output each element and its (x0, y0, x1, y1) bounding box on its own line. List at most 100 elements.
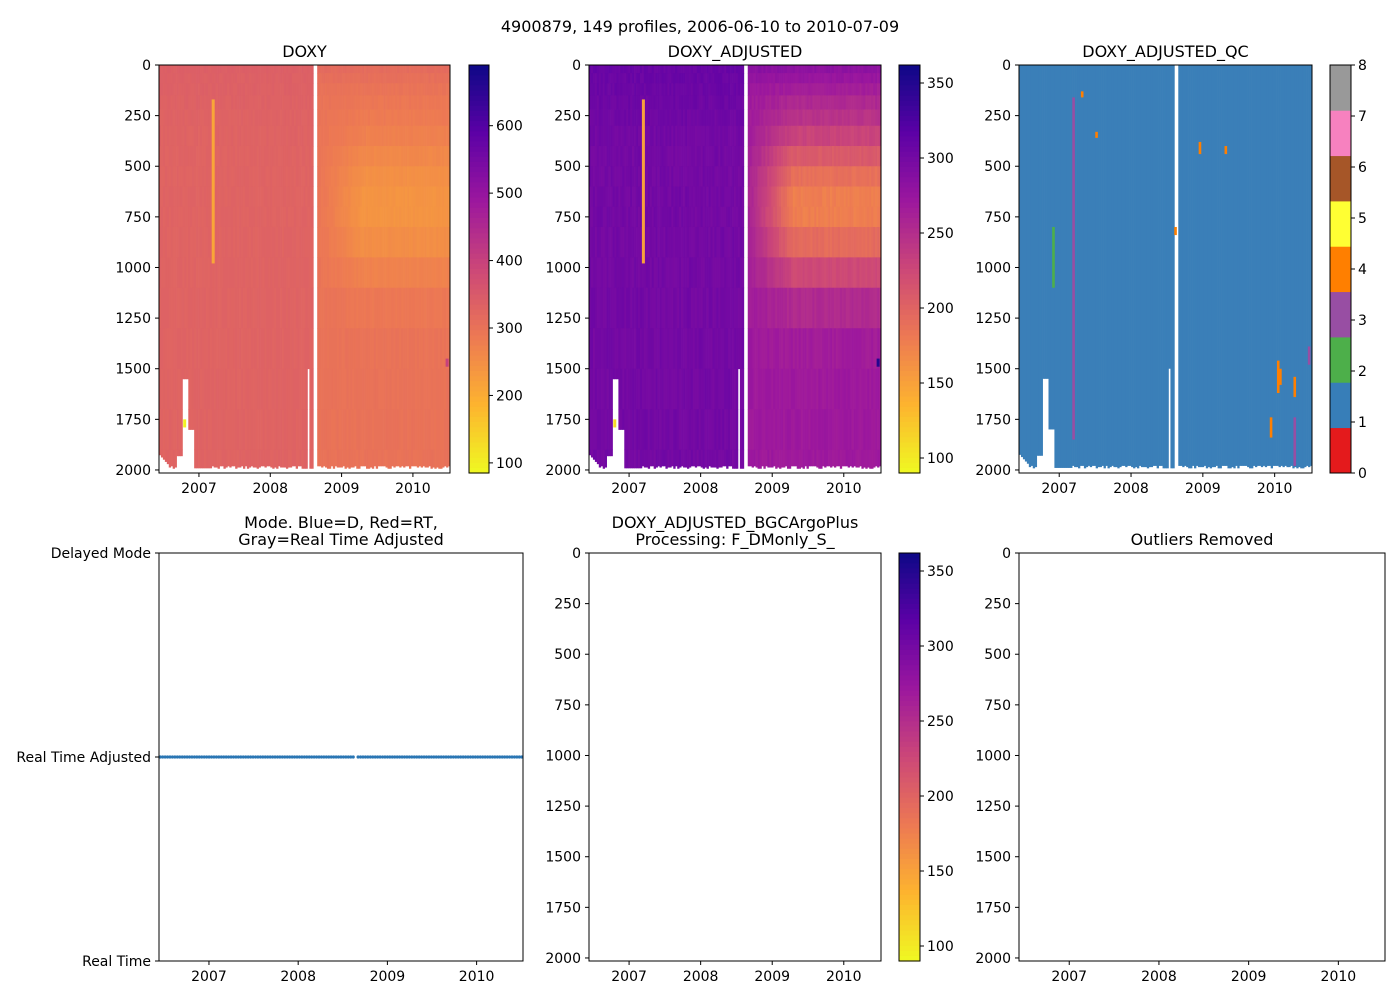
panel-1-profile-cell (614, 145, 617, 167)
panel-1-profile-cell (612, 145, 615, 167)
panel-0-colorbar-segment (469, 207, 489, 214)
panel-1-profile-cell (735, 287, 739, 329)
panel-0-profile-cell (424, 145, 427, 167)
panel-0-profile-cell (362, 125, 365, 147)
panel-0-profile-cell (178, 409, 181, 451)
panel-0-profile-cell (336, 109, 340, 127)
panel-1-profile-cell (598, 186, 602, 208)
panel-0-profile-cell (448, 73, 451, 84)
panel-1-profile-cell (843, 206, 847, 228)
panel-0-profile-cell (235, 125, 238, 147)
panel-0-profile-cell (184, 328, 187, 370)
panel-0-profile-cell (227, 145, 230, 167)
panel-0-profile-cell (287, 368, 291, 410)
panel-0-xtick-label: 2007 (181, 481, 217, 497)
panel-0-profile-cell (387, 73, 390, 84)
panel-1-profile-cell (610, 186, 613, 208)
panel-0-title: DOXY (282, 42, 327, 61)
panel-0-profile-cell (194, 145, 197, 167)
panel-0-profile-cell (301, 226, 304, 258)
panel-0-profile-cell (178, 328, 181, 370)
panel-1-profile-cell (600, 226, 604, 258)
panel-1-profile-cell (798, 409, 802, 451)
panel-0-profile-cell (381, 125, 384, 147)
panel-0-profile-cell (360, 287, 363, 329)
panel-1-profile-cell (669, 73, 672, 84)
panel-0-profile-cell (180, 409, 183, 451)
panel-1-profile-cell (700, 368, 704, 410)
panel-0-profile-cell (360, 186, 363, 208)
panel-0-outlier-mark (183, 419, 187, 428)
panel-0-profile-cell (207, 109, 211, 127)
panel-0-profile-cell (383, 186, 386, 208)
panel-0-profile-cell (219, 166, 222, 187)
panel-0-profile-cell (254, 73, 258, 84)
panel-1-profile-cell (639, 83, 643, 96)
panel-0-profile-cell (283, 257, 287, 289)
panel-0-profile-cell (203, 145, 207, 167)
panel-1-profile-cell (589, 226, 592, 258)
panel-1-profile-cell (755, 287, 758, 329)
panel-0-profile-cell (446, 109, 449, 127)
panel-0-profile-cell (231, 109, 234, 127)
panel-1-profile-cell (590, 449, 594, 458)
panel-1-profile-cell (616, 95, 619, 110)
panel-1-profile-cell (822, 73, 825, 84)
panel-1-profile-cell (830, 95, 833, 110)
panel-1-profile-cell (651, 257, 655, 289)
panel-1-profile-cell (832, 166, 835, 187)
panel-1-profile-cell (839, 125, 843, 147)
panel-0-profile-cell (242, 409, 246, 451)
panel-1-profile-cell (600, 328, 604, 370)
panel-0-profile-cell (256, 65, 259, 74)
panel-0-profile-cell (266, 109, 269, 127)
panel-0-profile-cell (184, 226, 187, 258)
panel-0-profile-cell (379, 65, 382, 74)
panel-1-profile-cell (710, 368, 713, 410)
panel-1-profile-cell (845, 83, 849, 96)
panel-0-profile-cell (301, 109, 304, 127)
panel-1-profile-cell (690, 368, 694, 410)
panel-0-profile-cell (264, 449, 267, 468)
panel-0-profile-cell (346, 328, 349, 370)
panel-1-profile-cell (786, 328, 790, 370)
panel-1-profile-cell (649, 186, 653, 208)
panel-1-profile-cell (712, 206, 715, 228)
panel-1-profile-cell (634, 449, 637, 469)
panel-1-profile-cell (826, 125, 829, 147)
panel-1-profile-cell (606, 166, 609, 187)
panel-0-profile-cell (389, 257, 392, 289)
panel-1-profile-cell (614, 83, 617, 96)
panel-0-profile-cell (162, 328, 166, 370)
panel-0-profile-cell (244, 226, 248, 258)
panel-1-profile-cell (706, 186, 709, 208)
panel-0-profile-cell (377, 206, 381, 228)
panel-1-profile-cell (759, 368, 762, 410)
panel-0-profile-cell (229, 409, 232, 451)
panel-1-profile-cell (692, 83, 696, 96)
panel-1-profile-cell (867, 73, 870, 84)
panel-0-profile-cell (405, 145, 408, 167)
panel-1-profile-cell (637, 186, 641, 208)
panel-0-profile-cell (260, 166, 263, 187)
panel-0-colorbar-segment (469, 360, 489, 367)
panel-1-profile-cell (679, 368, 682, 410)
panel-0-profile-cell (366, 257, 369, 289)
panel-1-profile-cell (800, 257, 803, 289)
panel-0-profile-cell (160, 166, 164, 187)
panel-1-profile-cell (734, 328, 737, 370)
panel-0-profile-cell (289, 166, 293, 187)
panel-0-profile-cell (291, 186, 295, 208)
panel-1-profile-cell (645, 95, 649, 110)
panel-1-profile-cell (806, 226, 809, 258)
panel-1-profile-cell (767, 95, 770, 110)
panel-0-profile-cell (264, 73, 267, 84)
panel-0-profile-cell (246, 368, 250, 410)
panel-0-profile-cell (369, 226, 373, 258)
panel-0-profile-cell (399, 257, 402, 289)
panel-0-profile-cell (172, 449, 175, 469)
panel-1-profile-cell (786, 73, 790, 84)
panel-1-profile-cell (816, 186, 819, 208)
panel-1-profile-cell (679, 83, 682, 96)
panel-1-profile-cell (728, 257, 731, 289)
